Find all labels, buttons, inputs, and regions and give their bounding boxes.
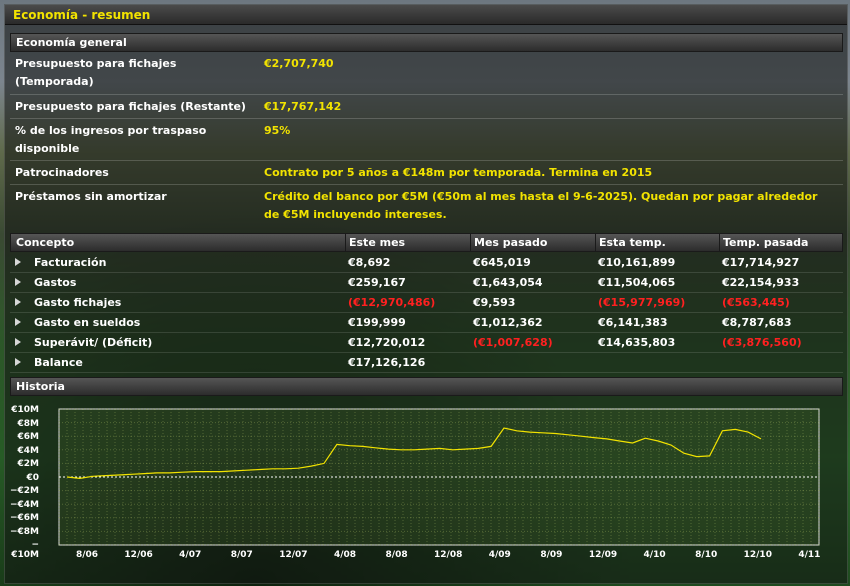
info-value: Contrato por 5 años a €148m por temporad…: [264, 166, 653, 179]
table-cell: (€12,970,486): [348, 296, 436, 309]
row-concept: Gasto en sueldos: [34, 316, 141, 329]
y-tick-label: €0: [26, 472, 39, 483]
info-label: Presupuesto para fichajes (Temporada): [15, 57, 177, 88]
general-economy-header: Economía general: [10, 33, 843, 52]
x-tick-label: 4/08: [333, 550, 357, 560]
table-cell: €14,635,803: [598, 336, 676, 349]
expand-arrow-icon[interactable]: [15, 358, 21, 366]
history-header: Historia: [10, 377, 843, 396]
info-value: €2,707,740: [264, 57, 334, 70]
y-tick-label: €2M: [17, 459, 39, 469]
x-tick-label: 12/06: [124, 550, 153, 560]
y-tick-label: −€10M: [11, 540, 39, 560]
x-tick-label: 8/10: [695, 550, 718, 560]
x-tick-label: 12/08: [434, 550, 463, 560]
table-cell: €645,019: [473, 256, 531, 269]
table-cell: (€3,876,560): [722, 336, 802, 349]
y-tick-label: €6M: [17, 432, 39, 442]
column-header-this-month[interactable]: Este mes: [349, 236, 406, 249]
table-row[interactable]: Gasto fichajes (€12,970,486) €9,593 (€15,97…: [10, 293, 843, 313]
row-concept: Facturación: [34, 256, 107, 269]
x-tick-label: 4/09: [488, 550, 511, 560]
y-tick-label: €4M: [17, 445, 39, 456]
info-value: €17,767,142: [264, 100, 342, 113]
finance-table-header: Concepto Este mes Mes pasado Esta temp. …: [10, 233, 843, 252]
info-label: Préstamos sin amortizar: [15, 190, 167, 203]
y-tick-label: €10M: [11, 405, 39, 415]
y-tick-label: −€6M: [9, 513, 39, 523]
table-cell: €11,504,065: [598, 276, 676, 289]
info-row-loans: Préstamos sin amortizar Crédito del banc…: [10, 185, 843, 229]
expand-arrow-icon[interactable]: [15, 318, 21, 326]
y-tick-label: €8M: [17, 418, 39, 429]
x-tick-label: 8/08: [385, 550, 408, 560]
x-tick-label: 12/07: [279, 550, 308, 560]
info-row-budget-season: Presupuesto para fichajes (Temporada) €2…: [10, 52, 843, 95]
table-row[interactable]: Facturación €8,692 €645,019 €10,161,899 €17,…: [10, 253, 843, 273]
info-label: % de los ingresos por traspaso disponibl…: [15, 124, 207, 155]
table-row[interactable]: Gasto en sueldos €199,999 €1,012,362 €6,141…: [10, 313, 843, 333]
history-chart: [23, 405, 825, 555]
page-title: Economía - resumen: [5, 5, 847, 25]
table-cell: (€15,977,969): [598, 296, 686, 309]
x-tick-label: 8/09: [540, 550, 563, 560]
table-row[interactable]: Balance €17,126,126: [10, 353, 843, 373]
x-tick-label: 12/09: [588, 550, 618, 560]
table-cell: €17,126,126: [348, 356, 426, 369]
row-concept: Superávit/ (Déficit): [34, 336, 153, 349]
x-tick-label: 4/07: [179, 550, 202, 560]
x-tick-label: 8/07: [230, 550, 253, 560]
info-label: Patrocinadores: [15, 166, 109, 179]
x-tick-label: 12/10: [743, 550, 772, 560]
info-row-sponsors: Patrocinadores Contrato por 5 años a €14…: [10, 161, 843, 185]
table-cell: €12,720,012: [348, 336, 426, 349]
table-cell: (€563,445): [722, 296, 790, 309]
balance-series-line: [66, 427, 762, 480]
table-cell: €1,643,054: [473, 276, 543, 289]
table-cell: €17,714,927: [722, 256, 800, 269]
table-row[interactable]: Superávit/ (Déficit) €12,720,012 (€1,007,6…: [10, 333, 843, 353]
column-header-concept[interactable]: Concepto: [16, 236, 75, 249]
expand-arrow-icon[interactable]: [15, 338, 21, 346]
economy-panel: Economía - resumen Economía general Pres…: [4, 4, 848, 584]
expand-arrow-icon[interactable]: [15, 258, 21, 266]
row-concept: Gastos: [34, 276, 77, 289]
column-header-this-season[interactable]: Esta temp.: [599, 236, 666, 249]
table-cell: €259,167: [348, 276, 406, 289]
y-tick-label: −€8M: [9, 526, 39, 537]
table-cell: €22,154,933: [722, 276, 800, 289]
x-tick-label: 8/06: [75, 550, 99, 560]
info-row-budget-remaining: Presupuesto para fichajes (Restante) €17…: [10, 95, 843, 119]
expand-arrow-icon[interactable]: [15, 298, 21, 306]
row-concept: Gasto fichajes: [34, 296, 122, 309]
table-cell: €199,999: [348, 316, 406, 329]
table-cell: €9,593: [473, 296, 516, 309]
y-tick-label: −€2M: [9, 486, 39, 496]
table-cell: €10,161,899: [598, 256, 676, 269]
x-tick-label: 4/11: [798, 550, 821, 560]
y-tick-label: −€4M: [9, 499, 39, 510]
table-cell: (€1,007,628): [473, 336, 553, 349]
info-value: Crédito del banco por €5M (€50m al mes h…: [264, 190, 818, 221]
table-cell: €6,141,383: [598, 316, 668, 329]
table-cell: €8,692: [348, 256, 391, 269]
info-value: 95%: [264, 124, 291, 137]
expand-arrow-icon[interactable]: [15, 278, 21, 286]
history-chart-svg: [58, 408, 820, 546]
x-tick-label: 4/10: [643, 550, 666, 560]
info-row-transfer-income: % de los ingresos por traspaso disponibl…: [10, 119, 843, 161]
info-label: Presupuesto para fichajes (Restante): [15, 100, 246, 113]
column-header-last-month[interactable]: Mes pasado: [474, 236, 548, 249]
row-concept: Balance: [34, 356, 83, 369]
table-cell: €8,787,683: [722, 316, 792, 329]
table-cell: €1,012,362: [473, 316, 543, 329]
table-row[interactable]: Gastos €259,167 €1,643,054 €11,504,065 €22,1…: [10, 273, 843, 293]
column-header-last-season[interactable]: Temp. pasada: [723, 236, 809, 249]
